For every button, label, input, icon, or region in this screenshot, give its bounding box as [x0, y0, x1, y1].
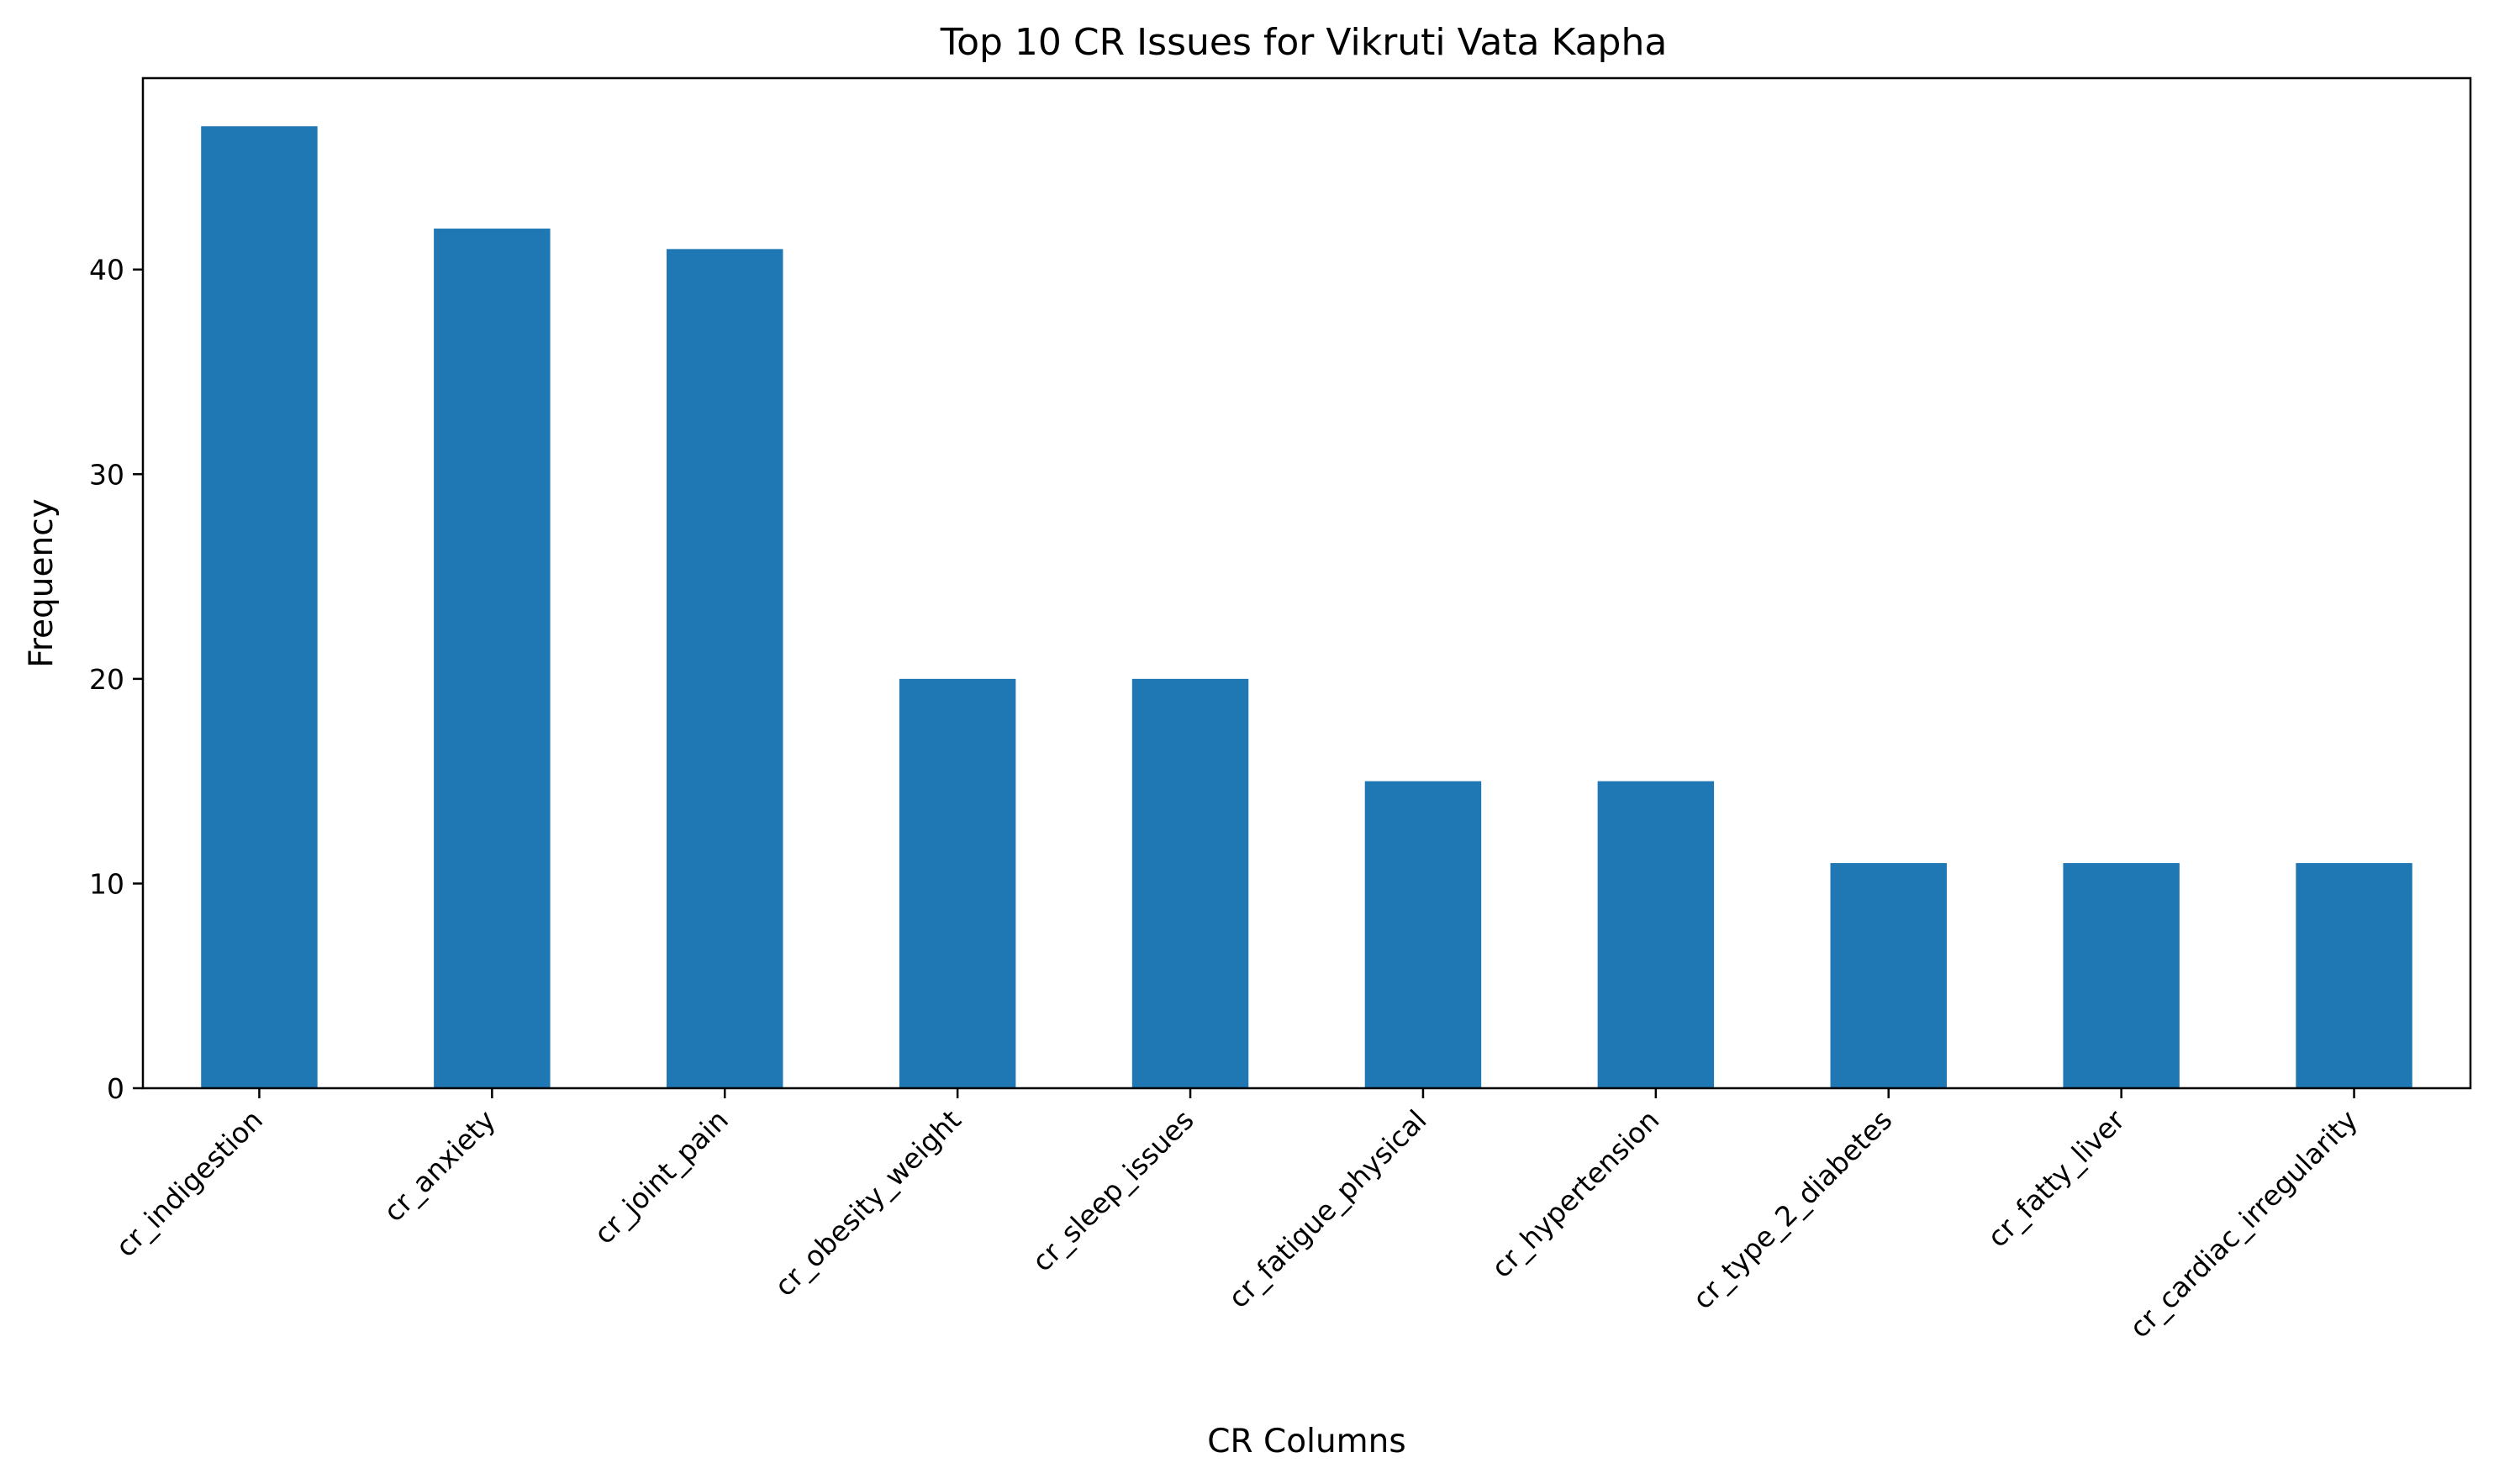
bar-cr_sleep_issues: [1131, 678, 1249, 1088]
x-axis-label: CR Columns: [1207, 1423, 1405, 1460]
x-tick-label: cr_obesity_weight: [768, 1103, 968, 1302]
x-tick-label: cr_sleep_issues: [1026, 1103, 1200, 1278]
bar-cr_anxiety: [434, 229, 551, 1089]
bar-cr_fatty_liver: [2063, 863, 2180, 1088]
bar-cr_hypertension: [1597, 781, 1715, 1088]
plot-frame: [141, 76, 2472, 1090]
y-tick-label: 30: [89, 458, 124, 491]
y-axis: 0 10 20 30 40: [89, 254, 143, 1105]
bar-cr_joint_pain: [667, 249, 783, 1088]
bar-cr_cardiac_irregularity: [2296, 863, 2412, 1088]
y-tick-label: 40: [89, 254, 124, 287]
y-tick-label: 0: [107, 1072, 124, 1105]
bar-cr_type_2_diabetes: [1830, 863, 1947, 1088]
x-tick-label: cr_fatigue_physical: [1221, 1103, 1432, 1314]
bar-cr_obesity_weight: [899, 678, 1016, 1088]
x-axis: cr_indigestion cr_anxiety cr_joint_pain cr_…: [109, 1088, 2364, 1345]
y-axis-label: Frequency: [23, 498, 61, 667]
bar-cr_indigestion: [201, 126, 318, 1089]
x-tick-label: cr_anxiety: [377, 1103, 502, 1228]
x-tick-label: cr_type_2_diabetes: [1686, 1103, 1898, 1315]
y-tick-label: 10: [89, 867, 124, 900]
x-tick-label: cr_cardiac_irregularity: [2123, 1103, 2365, 1345]
x-tick-label: cr_fatty_liver: [1981, 1103, 2132, 1254]
chart-title: Top 10 CR Issues for Vikruti Vata Kapha: [940, 21, 1668, 64]
x-tick-label: cr_joint_pain: [588, 1103, 735, 1250]
x-tick-label: cr_hypertension: [1484, 1103, 1665, 1284]
bars-group: [201, 126, 2412, 1089]
y-tick-label: 20: [89, 663, 124, 696]
bar-cr_fatigue_physical: [1364, 781, 1482, 1088]
x-tick-label: cr_indigestion: [109, 1103, 269, 1263]
